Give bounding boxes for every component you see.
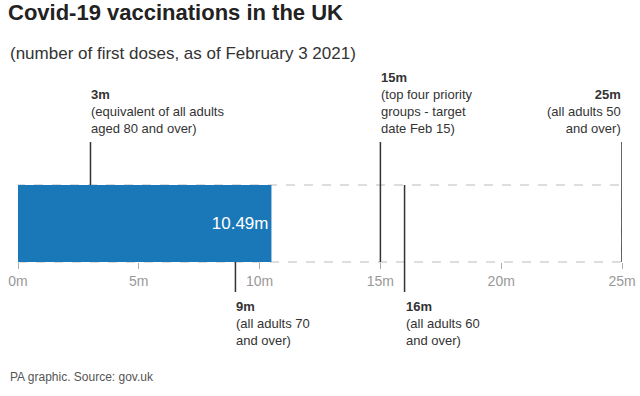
- svg-text:25m: 25m: [608, 273, 635, 289]
- svg-text:25m(all adults 50and over): 25m(all adults 50and over): [547, 87, 621, 136]
- svg-text:10.49m: 10.49m: [212, 214, 269, 233]
- svg-text:PA graphic. Source: gov.uk: PA graphic. Source: gov.uk: [10, 370, 154, 384]
- svg-text:15m(top four prioritygroups -: 15m(top four prioritygroups - targetdate…: [381, 70, 473, 136]
- svg-text:20m: 20m: [488, 273, 515, 289]
- svg-text:3m(equivalent of all adultsage: 3m(equivalent of all adultsaged 80 and o…: [91, 87, 224, 136]
- svg-text:Covid-19 vaccinations in the U: Covid-19 vaccinations in the UK: [8, 0, 343, 25]
- svg-text:16m(all adults 60and over): 16m(all adults 60and over): [406, 299, 480, 348]
- svg-text:5m: 5m: [129, 273, 148, 289]
- svg-text:10m: 10m: [246, 273, 273, 289]
- svg-text:0m: 0m: [8, 273, 27, 289]
- svg-text:15m: 15m: [367, 273, 394, 289]
- svg-text:(number of first doses, as of: (number of first doses, as of February 3…: [10, 44, 356, 63]
- svg-text:9m(all adults 70and over): 9m(all adults 70and over): [236, 299, 310, 348]
